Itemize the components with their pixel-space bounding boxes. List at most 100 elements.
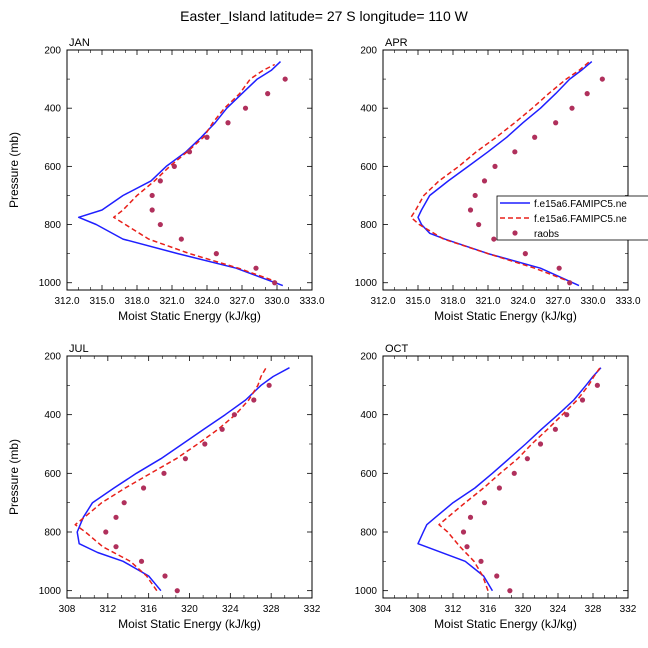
- raobs-point: [464, 544, 470, 550]
- x-tick-label: 327.0: [545, 296, 570, 307]
- y-axis-title: Pressure (mb): [7, 132, 21, 208]
- raobs-point: [594, 382, 600, 388]
- raobs-point: [113, 544, 119, 550]
- plot-frame: [382, 355, 629, 599]
- y-tick-label: 400: [360, 104, 377, 115]
- y-tick-label: 600: [44, 162, 61, 173]
- y-tick-label: 1000: [39, 278, 62, 289]
- figure-title: Easter_Island latitude= 27 S longitude= …: [180, 8, 468, 24]
- raobs-point: [553, 120, 559, 126]
- raobs-point: [532, 134, 538, 140]
- y-tick-label: 600: [360, 469, 377, 480]
- raobs-point: [524, 456, 530, 462]
- raobs-point: [467, 207, 474, 213]
- x-tick-label: 308: [410, 604, 427, 615]
- raobs-point: [113, 514, 119, 520]
- raobs-point: [481, 178, 488, 184]
- raobs-point: [584, 91, 590, 97]
- model2-line: [438, 367, 601, 591]
- y-tick-label: 200: [44, 46, 61, 57]
- x-axis-title: Moist Static Energy (kJ/kg): [118, 309, 261, 323]
- raobs-point: [157, 178, 163, 184]
- panel-label: JUL: [69, 343, 89, 355]
- raobs-point: [253, 265, 259, 271]
- raobs-point: [472, 192, 478, 199]
- y-tick-label: 1000: [39, 586, 62, 597]
- x-tick-label: 321.0: [159, 296, 184, 307]
- raobs-point: [213, 251, 219, 257]
- x-axis-title: Moist Static Energy (kJ/kg): [434, 309, 577, 323]
- x-tick-label: 328: [585, 604, 602, 615]
- model1-line: [417, 367, 602, 592]
- x-tick-label: 312.0: [54, 296, 79, 307]
- raobs-point: [507, 588, 513, 594]
- x-tick-label: 321.0: [475, 296, 500, 307]
- raobs-point: [140, 485, 147, 491]
- plot-frame: [66, 49, 313, 291]
- y-tick-label: 800: [360, 528, 377, 539]
- x-tick-label: 328: [263, 604, 280, 615]
- y-tick-label: 400: [44, 104, 61, 115]
- raobs-point: [567, 280, 573, 286]
- legend-label-model2: f.e15a6.FAMIPC5.ne: [534, 214, 627, 225]
- x-tick-label: 333.0: [615, 296, 640, 307]
- x-tick-label: 332: [304, 604, 321, 615]
- legend-label-model1: f.e15a6.FAMIPC5.ne: [534, 199, 627, 210]
- panel-label: JAN: [69, 37, 90, 49]
- x-tick-label: 312: [445, 604, 462, 615]
- raobs-point: [219, 426, 225, 432]
- x-tick-label: 308: [59, 604, 76, 615]
- x-tick-label: 316: [480, 604, 497, 615]
- raobs-point: [266, 382, 272, 388]
- x-tick-label: 316: [140, 604, 157, 615]
- model1-line: [77, 61, 284, 287]
- raobs-point: [161, 470, 167, 476]
- raobs-point: [251, 397, 257, 403]
- x-tick-label: 324: [550, 604, 567, 615]
- model2-line: [410, 61, 590, 281]
- legend: f.e15a6.FAMIPC5.ne f.e15a6.FAMIPC5.ne ra…: [496, 195, 648, 241]
- raobs-point: [149, 207, 155, 213]
- y-tick-label: 400: [44, 410, 61, 421]
- x-tick-label: 315.0: [89, 296, 114, 307]
- raobs-point: [231, 412, 238, 418]
- y-axis-title: Pressure (mb): [7, 439, 21, 515]
- model1-line: [76, 367, 290, 592]
- raobs-point: [202, 441, 208, 447]
- panel-jan: JAN 312.0 315.0 318.0 321.0 324.0 327.0 330.0 33…: [7, 37, 325, 323]
- x-tick-label: 324.0: [510, 296, 535, 307]
- raobs-point: [512, 149, 518, 155]
- raobs-point: [599, 76, 605, 82]
- x-tick-label: 324: [222, 604, 239, 615]
- raobs-point: [204, 134, 210, 140]
- raobs-point: [186, 149, 193, 155]
- y-tick-label: 800: [360, 220, 377, 231]
- raobs-point: [569, 105, 575, 111]
- model2-line: [112, 63, 276, 281]
- raobs-point: [272, 280, 278, 286]
- y-tick-label: 200: [44, 352, 61, 363]
- raobs-point: [494, 573, 500, 579]
- legend-label-raobs: raobs: [534, 229, 559, 240]
- y-tick-label: 600: [360, 162, 377, 173]
- x-tick-label: 330.0: [580, 296, 605, 307]
- x-tick-label: 304: [375, 604, 392, 615]
- x-tick-label: 318.0: [124, 296, 149, 307]
- raobs-point: [103, 529, 109, 535]
- raobs-point: [162, 573, 168, 579]
- raobs-point: [579, 397, 586, 403]
- raobs-point: [467, 514, 474, 520]
- raobs-point: [478, 558, 484, 564]
- raobs-point: [174, 588, 180, 594]
- x-tick-label: 333.0: [299, 296, 324, 307]
- y-tick-label: 800: [44, 220, 61, 231]
- x-tick-label: 312: [99, 604, 116, 615]
- panel-jul: JUL 308 312 316 320 324 328 332 200 400 600 800 1000…: [7, 343, 321, 631]
- y-tick-label: 600: [44, 469, 61, 480]
- model1-line: [417, 61, 593, 287]
- x-tick-label: 312.0: [370, 296, 395, 307]
- raobs-point: [225, 120, 231, 126]
- x-tick-label: 320: [181, 604, 198, 615]
- x-tick-label: 318.0: [440, 296, 465, 307]
